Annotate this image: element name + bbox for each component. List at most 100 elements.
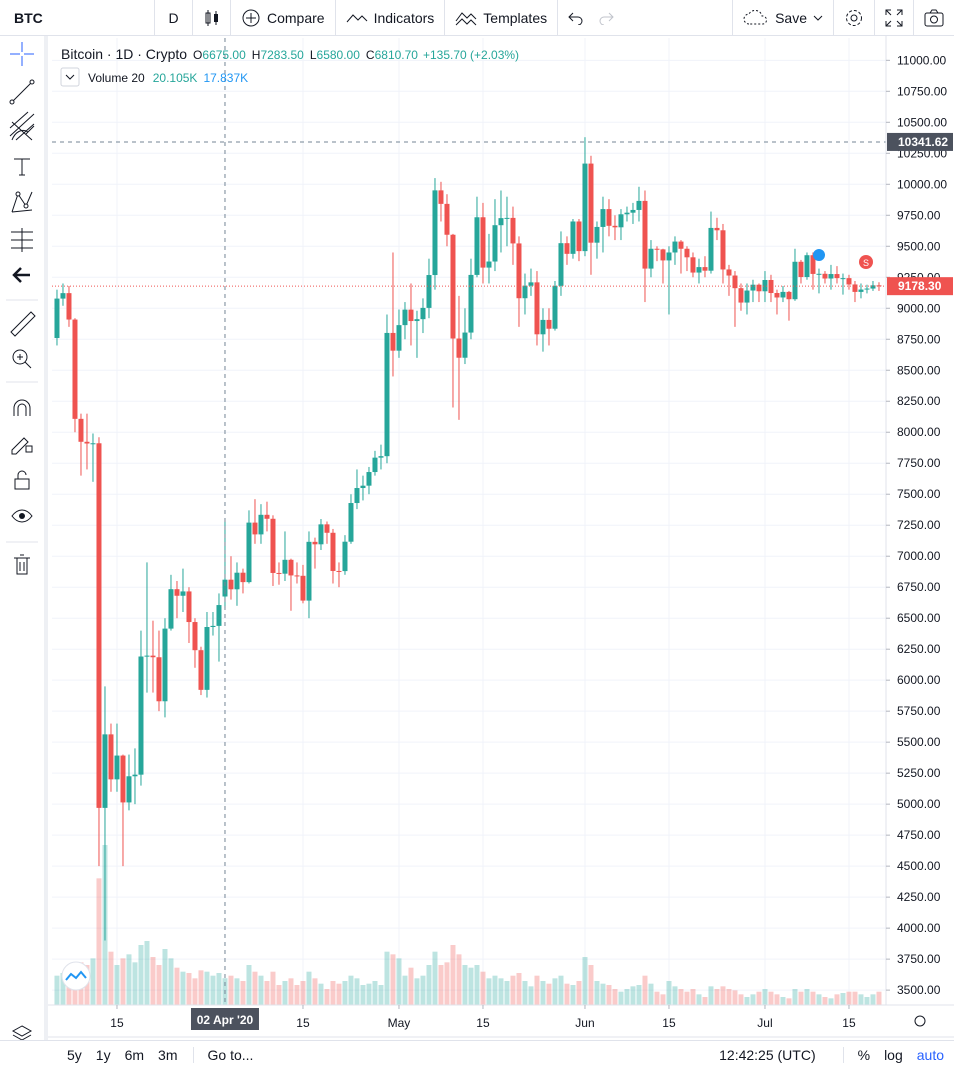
pitchfork-tool[interactable]	[9, 111, 35, 141]
fullscreen-button[interactable]	[875, 0, 914, 36]
volume-bar	[474, 965, 480, 1005]
crosshair-tool[interactable]	[10, 42, 34, 66]
range-button[interactable]: 6m	[124, 1046, 145, 1063]
volume-bar	[516, 973, 522, 1005]
settings-button[interactable]	[834, 0, 875, 36]
volume-bar	[384, 951, 390, 1005]
candle-body	[420, 307, 426, 320]
y-tick-label: 4000.00	[897, 921, 941, 935]
pattern-tool[interactable]	[11, 191, 33, 213]
goto-button[interactable]: Go to...	[192, 1046, 261, 1063]
trend-line-tool[interactable]	[9, 79, 35, 105]
candle-body	[450, 234, 456, 339]
indicators-label: Indicators	[373, 9, 435, 26]
candle-body	[726, 269, 732, 276]
undo-icon[interactable]	[568, 11, 584, 25]
y-tick-label: 6750.00	[897, 580, 941, 594]
templates-button[interactable]: Templates	[445, 0, 559, 36]
volume-bar	[726, 989, 732, 1005]
volume-bar	[180, 971, 186, 1005]
candle-body	[186, 591, 192, 623]
volume-bar	[294, 985, 300, 1005]
chart-pane: S 3500.00 3750.00 4000.00 4250.00 4500.00 4750…	[48, 36, 954, 1040]
back-arrow[interactable]	[12, 267, 30, 283]
volume-bar	[846, 991, 852, 1005]
delete-tool[interactable]	[14, 554, 30, 575]
interval[interactable]: D	[155, 0, 193, 36]
chevron	[65, 74, 75, 80]
range-button[interactable]: 3m	[158, 1046, 178, 1063]
y-tick-label: 5750.00	[897, 704, 941, 718]
volume-bar	[564, 983, 570, 1005]
range-button[interactable]: 5y	[67, 1046, 82, 1063]
symbol-search[interactable]: BTC	[0, 0, 155, 36]
range-button[interactable]: 1y	[95, 1046, 111, 1063]
text-tool[interactable]	[14, 158, 30, 176]
compare-button[interactable]: Compare	[231, 0, 336, 36]
prediction-tool[interactable]	[11, 228, 33, 252]
y-tick-label: 4250.00	[897, 890, 941, 904]
volume-bar	[246, 965, 252, 1005]
zoom-tool[interactable]	[12, 349, 32, 369]
volume-bar	[822, 997, 828, 1005]
volume-bar	[450, 945, 456, 1005]
volume-bar	[840, 993, 846, 1005]
y-tick-label: 9500.00	[897, 239, 941, 253]
price-axis	[886, 36, 954, 1040]
volume-bar	[216, 973, 222, 1005]
candle-body	[702, 267, 708, 271]
log-toggle[interactable]: log	[884, 1046, 903, 1063]
candle-body	[342, 541, 348, 572]
crosshair-price-label: 10341.62	[898, 135, 948, 149]
candle-body	[264, 514, 270, 519]
volume-bar	[630, 986, 636, 1005]
candle-body	[150, 655, 156, 658]
candle-body	[282, 559, 288, 574]
object-tree[interactable]	[11, 1025, 33, 1041]
stay-drawing-tool[interactable]	[11, 437, 33, 455]
candle-body	[414, 319, 420, 322]
auto-toggle[interactable]: auto	[916, 1046, 944, 1063]
volume-bar	[684, 991, 690, 1005]
brush-tool[interactable]	[11, 125, 35, 141]
volume-bar	[282, 981, 288, 1005]
last-price-label: 9178.30	[898, 279, 942, 293]
percent-toggle[interactable]: %	[842, 1046, 877, 1063]
candle-icon	[205, 9, 218, 26]
candle-body	[606, 209, 612, 226]
volume-bar	[348, 975, 354, 1005]
volume-bar	[438, 965, 444, 1005]
candle-body	[384, 332, 390, 457]
redo-icon[interactable]	[598, 11, 614, 25]
volume-bar	[426, 965, 432, 1005]
logo	[61, 961, 91, 991]
measure-tool[interactable]	[10, 311, 36, 337]
lock-tool[interactable]	[14, 470, 30, 490]
volume-bar	[66, 978, 72, 1005]
candle-body	[252, 522, 258, 535]
volume-bar	[780, 997, 786, 1005]
candle-body	[366, 472, 372, 486]
candle-body	[678, 241, 684, 249]
indicators-button[interactable]: Indicators	[336, 0, 446, 36]
x-tick-label: 15	[110, 1016, 124, 1030]
fullscreen-icon	[885, 9, 903, 26]
left-toolbar	[0, 36, 48, 1041]
volume-bar	[528, 986, 534, 1005]
chart-style[interactable]	[193, 0, 231, 36]
magnet-tool[interactable]	[13, 399, 31, 416]
ohlc-value: 6580.00	[317, 48, 361, 62]
volume-bar	[702, 997, 708, 1005]
candle-body	[498, 218, 504, 226]
volume-bar	[402, 975, 408, 1005]
candle-body	[408, 309, 414, 322]
save-button[interactable]: Save	[732, 0, 834, 36]
drawing-tools	[6, 42, 38, 1041]
hide-tool[interactable]	[11, 509, 33, 523]
snapshot-button[interactable]	[914, 0, 954, 36]
volume-bar	[144, 941, 150, 1005]
volume-bar	[816, 994, 822, 1005]
top-toolbar: BTC D Compare Indicators Templates Save	[0, 0, 954, 36]
candle-body	[114, 755, 120, 780]
